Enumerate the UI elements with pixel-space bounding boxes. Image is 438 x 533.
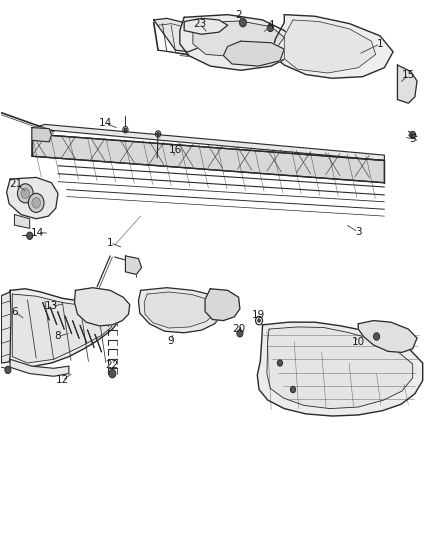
Text: 16: 16 — [169, 145, 182, 155]
Text: 22: 22 — [106, 360, 119, 370]
Polygon shape — [10, 359, 69, 376]
Polygon shape — [7, 289, 119, 366]
Text: 20: 20 — [232, 324, 245, 334]
Circle shape — [410, 131, 416, 139]
Polygon shape — [7, 177, 58, 219]
Polygon shape — [257, 322, 423, 416]
Text: 3: 3 — [355, 227, 362, 237]
Polygon shape — [14, 215, 30, 228]
Circle shape — [124, 128, 127, 131]
Text: 21: 21 — [9, 179, 22, 189]
Text: 6: 6 — [11, 306, 18, 317]
Circle shape — [290, 386, 296, 393]
Text: 15: 15 — [402, 70, 415, 79]
Circle shape — [237, 329, 243, 337]
Text: 14: 14 — [31, 228, 44, 238]
Circle shape — [277, 360, 283, 366]
Circle shape — [5, 366, 11, 374]
Text: 10: 10 — [352, 337, 365, 347]
Circle shape — [267, 24, 273, 31]
Text: 23: 23 — [193, 19, 206, 29]
Polygon shape — [1, 290, 11, 363]
Text: 12: 12 — [56, 375, 69, 385]
Polygon shape — [180, 14, 297, 70]
Polygon shape — [284, 20, 376, 73]
Text: 1: 1 — [107, 238, 113, 248]
Circle shape — [157, 132, 159, 135]
Polygon shape — [12, 294, 114, 363]
Circle shape — [32, 198, 41, 208]
Text: 13: 13 — [45, 301, 58, 311]
Circle shape — [18, 184, 33, 203]
Circle shape — [109, 369, 116, 378]
Polygon shape — [223, 41, 284, 66]
Text: 2: 2 — [235, 10, 242, 20]
Polygon shape — [184, 18, 228, 34]
Text: 19: 19 — [251, 310, 265, 320]
Polygon shape — [144, 292, 215, 328]
Polygon shape — [397, 65, 417, 103]
Circle shape — [240, 18, 247, 27]
Text: 4: 4 — [268, 20, 275, 30]
Polygon shape — [125, 256, 141, 274]
Text: 8: 8 — [55, 332, 61, 342]
Circle shape — [28, 193, 44, 213]
Circle shape — [374, 333, 380, 340]
Polygon shape — [138, 288, 223, 333]
Circle shape — [258, 319, 260, 322]
Polygon shape — [271, 14, 393, 78]
Polygon shape — [154, 18, 210, 52]
Polygon shape — [193, 21, 284, 57]
Text: 1: 1 — [377, 39, 383, 49]
Circle shape — [21, 188, 30, 199]
Polygon shape — [32, 134, 385, 183]
Polygon shape — [358, 320, 417, 352]
Text: 14: 14 — [99, 118, 113, 128]
Polygon shape — [205, 289, 240, 320]
Polygon shape — [267, 327, 413, 409]
Polygon shape — [32, 124, 385, 160]
Text: 5: 5 — [410, 134, 416, 144]
Polygon shape — [32, 127, 51, 142]
Circle shape — [27, 232, 33, 239]
Text: 9: 9 — [168, 336, 174, 346]
Polygon shape — [74, 288, 130, 326]
